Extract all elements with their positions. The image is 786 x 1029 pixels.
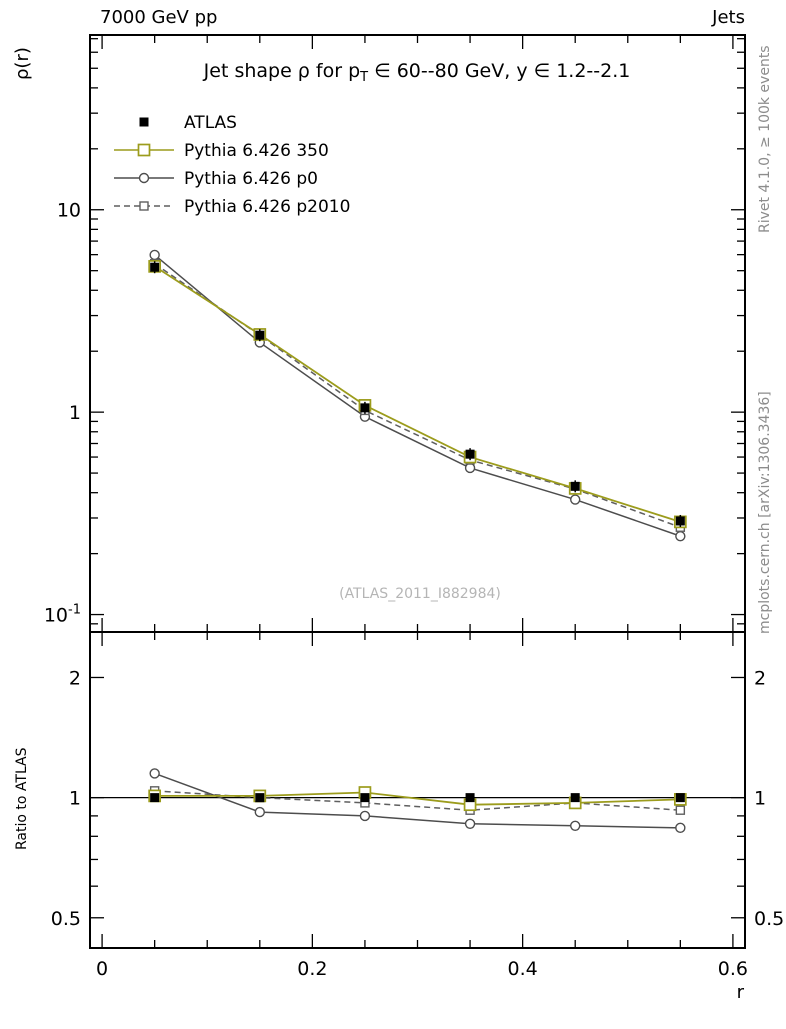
x-tick-label: 0.2	[297, 958, 327, 980]
mcplots-arxiv-label: mcplots.cern.ch [arXiv:1306.3436]	[757, 391, 773, 634]
axes-layer: 0 0.2 0.4 0.6 10 1 10-1 2 2 1 1 0.5 0.5	[44, 34, 784, 980]
x-axis-label: r	[737, 982, 745, 1003]
data-point-marker	[359, 810, 371, 822]
data-point-marker	[570, 481, 580, 491]
x-tick-label: 0	[96, 958, 108, 980]
data-point-marker	[570, 820, 581, 831]
series-line-main	[154, 254, 681, 537]
data-point-marker	[465, 793, 475, 803]
data-point-marker	[255, 330, 265, 340]
data-point-marker	[149, 768, 160, 779]
y-tick-label: 1	[69, 788, 81, 810]
data-point-marker	[137, 143, 151, 157]
data-point-marker	[139, 201, 149, 211]
data-point-marker	[675, 516, 685, 526]
data-point-marker	[570, 793, 580, 803]
legend-label: Pythia 6.426 350	[184, 141, 329, 161]
legend-label: Pythia 6.426 p0	[184, 169, 318, 189]
legend-item-pythia-6-426-350: Pythia 6.426 350	[114, 141, 329, 161]
y-tick-label: 1	[69, 402, 81, 424]
main-y-ticks: 10 1 10-1	[44, 38, 745, 627]
data-point-marker	[139, 117, 149, 127]
x-tick-label: 0.4	[508, 958, 538, 980]
data-point-marker	[149, 249, 160, 261]
data-point-marker	[570, 494, 581, 505]
y-tick-label: 10	[57, 200, 81, 222]
series-line-main	[154, 265, 681, 523]
series-layer	[148, 249, 687, 834]
legend-item-atlas: ATLAS	[139, 113, 237, 133]
main-y-axis-label: ρ(r)	[12, 47, 33, 80]
data-point-marker	[675, 822, 686, 834]
data-point-marker	[675, 793, 685, 803]
series-atlas	[150, 261, 685, 803]
data-point-marker	[464, 818, 476, 829]
y-tick-label-right: 0.5	[754, 908, 784, 930]
plot-title: Jet shape ρ for pT ∈ 60--80 GeV, y ∈ 1.2…	[203, 60, 631, 85]
x-tick-label: 0.6	[718, 958, 748, 980]
data-point-marker	[464, 462, 476, 474]
series-line-main	[154, 263, 681, 528]
data-point-marker	[150, 262, 160, 272]
y-tick-label: 0.5	[51, 908, 81, 930]
data-point-marker	[360, 793, 370, 803]
ratio-y-axis-label: Ratio to ATLAS	[14, 747, 30, 850]
data-point-marker	[675, 530, 686, 542]
ratio-panel-frame	[89, 631, 746, 949]
analysis-id-watermark: (ATLAS_2011_I882984)	[339, 586, 501, 602]
legend: ATLAS Pythia 6.426 350 Pythia 6.426 p0 Pyth…	[114, 113, 350, 217]
rivet-version-label: Rivet 4.1.0, ≥ 100k events	[757, 45, 773, 233]
y-tick-label-right: 2	[754, 667, 766, 689]
series-line-ratio	[154, 790, 681, 811]
data-point-marker	[465, 449, 475, 459]
series-pythia-6-426-p2010	[149, 259, 686, 815]
y-tick-label-right: 1	[754, 788, 766, 810]
x-ticks: 0 0.2 0.4 0.6	[96, 35, 748, 980]
series-pythia-6-426-350	[148, 260, 687, 812]
legend-item-pythia-6-426-p2010: Pythia 6.426 p2010	[114, 197, 350, 217]
beam-label: 7000 GeV pp	[100, 7, 217, 28]
legend-item-pythia-6-426-p0: Pythia 6.426 p0	[114, 169, 318, 189]
series-line-ratio	[154, 791, 681, 806]
title-layer: Jet shape ρ for pT ∈ 60--80 GeV, y ∈ 1.2…	[203, 60, 631, 85]
series-pythia-6-426-p0	[149, 249, 686, 834]
y-tick-label: 10-1	[44, 603, 81, 627]
data-point-marker	[255, 793, 265, 803]
data-point-marker	[360, 403, 370, 413]
legend-label: ATLAS	[184, 113, 237, 133]
legend-label: Pythia 6.426 p2010	[184, 197, 350, 217]
data-point-marker	[254, 806, 265, 818]
data-point-marker	[138, 172, 150, 184]
data-point-marker	[675, 805, 686, 815]
data-point-marker	[150, 793, 160, 803]
y-tick-label: 2	[69, 667, 81, 689]
series-line-ratio	[154, 772, 681, 829]
analysis-type-label: Jets	[711, 7, 745, 28]
